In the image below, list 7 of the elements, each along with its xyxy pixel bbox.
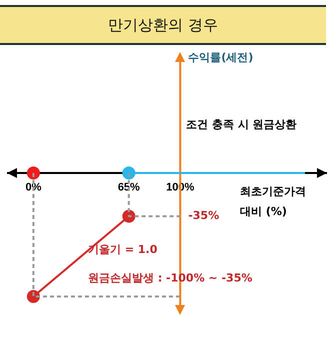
annotation: 기울기 = 1.0 [88,242,158,256]
annotation: -35% [188,209,220,222]
text: 수익률(세전) [188,50,254,64]
x-axis-title: 최초기준가격 대비 (%) [240,184,306,218]
text: 조건 충족 시 원금상환 [186,118,297,131]
chart-title: 만기상환의 경우 [0,5,326,45]
x-tick-label: 0% [25,182,42,194]
